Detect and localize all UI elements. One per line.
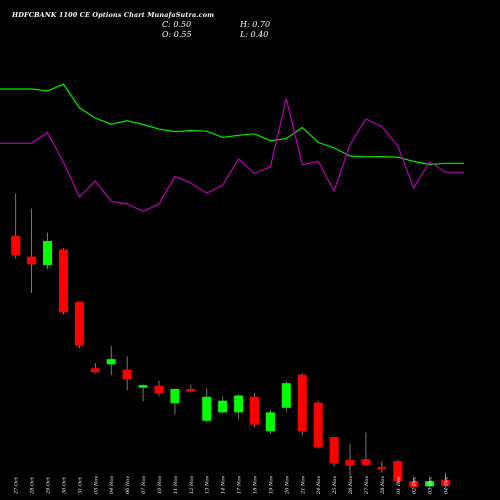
candle xyxy=(122,356,132,391)
candle xyxy=(58,248,68,315)
x-tick-label: 27 Nov xyxy=(364,476,370,495)
candle xyxy=(250,392,259,428)
x-tick-label: 10 Nov xyxy=(157,476,163,494)
candle-body xyxy=(313,402,323,448)
chart-title: HDFCBANK 1100 CE Options Chart MunafaSut… xyxy=(12,11,215,19)
candle-body xyxy=(138,385,148,388)
candle xyxy=(138,384,148,402)
candle-body xyxy=(11,235,21,256)
x-tick-label: 11 Nov xyxy=(173,476,179,494)
x-axis-labels: 27 Oct 28 Oct 29 Oct 30 Oct 31 Oct 03 Nov 04 N… xyxy=(14,476,450,495)
candle xyxy=(393,459,403,484)
x-tick-label: 17 Nov xyxy=(237,476,243,494)
candle xyxy=(106,346,116,376)
candle-body xyxy=(154,385,164,394)
candle-body xyxy=(425,481,435,487)
x-tick-label: 03 Nov xyxy=(93,476,99,494)
candle-body xyxy=(218,400,228,413)
x-tick-label: 20 Nov xyxy=(284,476,290,495)
x-tick-label: 04 Dec xyxy=(444,476,450,494)
low-value: L: 0.40 xyxy=(240,30,269,39)
candle-body xyxy=(250,396,259,425)
candle xyxy=(186,384,196,392)
candle xyxy=(441,472,451,488)
candle-body xyxy=(186,388,196,392)
x-tick-label: 28 Oct xyxy=(30,476,36,495)
x-tick-label: 13 Nov xyxy=(205,476,211,494)
candle xyxy=(234,394,244,420)
x-tick-label: 26 Nov xyxy=(348,476,354,495)
candle-body xyxy=(122,369,132,380)
x-tick-label: 18 Nov xyxy=(253,476,259,494)
candle-body xyxy=(297,374,307,432)
candle xyxy=(154,380,164,397)
x-tick-label: 01 Dec xyxy=(396,476,402,494)
candle-body xyxy=(90,368,100,373)
x-tick-label: 03 Dec xyxy=(428,476,434,494)
candle-body xyxy=(409,481,419,487)
x-tick-label: 21 Nov xyxy=(300,476,306,495)
candle xyxy=(170,388,180,415)
x-tick-label: 07 Nov xyxy=(141,476,147,494)
x-tick-label: 19 Nov xyxy=(268,476,274,494)
candle xyxy=(74,301,84,349)
candle xyxy=(11,193,21,259)
x-tick-label: 12 Nov xyxy=(189,476,195,494)
candle-body xyxy=(43,241,53,266)
candle xyxy=(27,208,37,293)
candle xyxy=(313,400,323,449)
candle-body xyxy=(74,302,84,346)
open-value: O: 0.55 xyxy=(162,30,192,39)
indicator-lines xyxy=(0,83,464,213)
candle-body xyxy=(361,459,371,465)
candle-body xyxy=(345,459,355,466)
candle-body xyxy=(234,395,244,413)
candle xyxy=(202,388,212,423)
candle xyxy=(425,480,435,488)
candle xyxy=(281,381,291,412)
candle xyxy=(43,232,53,269)
x-tick-label: 31 Oct xyxy=(77,476,83,494)
x-tick-label: 14 Nov xyxy=(221,476,227,494)
candle-body xyxy=(393,461,403,482)
candle-body xyxy=(377,466,387,469)
candlesticks xyxy=(11,193,451,488)
candle xyxy=(297,373,307,436)
candle-body xyxy=(27,256,37,265)
candle xyxy=(345,444,355,476)
x-tick-label: 30 Oct xyxy=(61,476,67,494)
x-tick-label: 02 Dec xyxy=(412,476,418,494)
candle xyxy=(361,432,371,466)
close-value: C: 0.50 xyxy=(162,20,192,29)
line1-series xyxy=(0,83,464,166)
x-tick-label: 06 Nov xyxy=(125,476,131,494)
x-tick-label: 28 Nov xyxy=(380,476,386,495)
candle xyxy=(265,410,275,435)
x-tick-label: 25 Nov xyxy=(332,476,338,495)
candle-body xyxy=(441,479,451,486)
candle xyxy=(329,437,339,467)
x-tick-label: 24 Nov xyxy=(316,476,322,495)
candle xyxy=(218,396,228,414)
high-value: H: 0.70 xyxy=(240,20,271,29)
candle-body xyxy=(265,412,275,432)
candle-body xyxy=(281,383,291,408)
candle-body xyxy=(106,359,116,365)
line2-series xyxy=(0,98,464,213)
x-tick-label: 29 Oct xyxy=(46,476,52,495)
candle xyxy=(90,363,100,374)
candle-body xyxy=(202,396,212,421)
candle-body xyxy=(329,437,339,464)
candle xyxy=(409,479,419,488)
candle-body xyxy=(170,388,180,404)
x-tick-label: 27 Oct xyxy=(14,476,20,495)
candle xyxy=(377,461,387,473)
x-tick-label: 04 Nov xyxy=(109,476,115,494)
candle-body xyxy=(58,249,68,313)
